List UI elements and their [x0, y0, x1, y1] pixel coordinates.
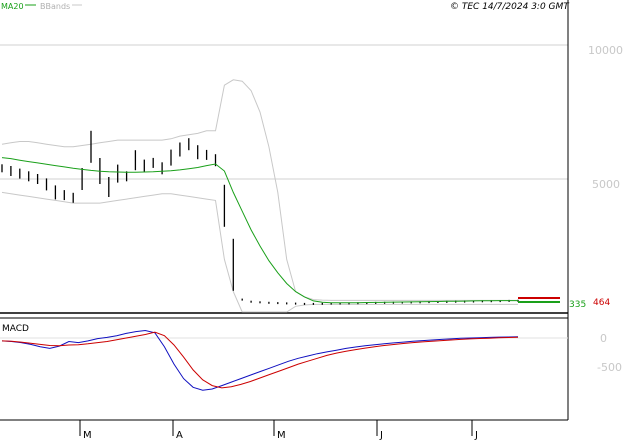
macd-line: [1, 329, 519, 391]
last-price-label: 335: [569, 300, 586, 310]
bbands-lower-line: [1, 191, 518, 313]
y-tick-label-10000: 10000: [588, 44, 623, 57]
x-axis-ticks: [79, 420, 473, 436]
macd-y-tick-minus500: -500: [597, 361, 622, 374]
last-ref-label: 464: [593, 298, 610, 308]
copyright-text: © TEC 14/7/2024 3:0 GMT: [450, 2, 570, 12]
macd-title: MACD: [2, 324, 29, 334]
x-tick-label-j2: J: [474, 430, 478, 440]
ma20-line: [1, 157, 518, 304]
legend-ma20: MA20: [1, 2, 24, 11]
macd-signal-line: [1, 331, 519, 389]
y-tick-label-5000: 5000: [592, 178, 620, 191]
x-tick-label-a: A: [176, 430, 183, 440]
bbands-upper-line: [1, 79, 518, 301]
legend-bbands: BBands: [40, 2, 70, 11]
x-tick-label-j1: J: [379, 430, 383, 440]
price-bars: [1, 130, 519, 305]
macd-y-tick-0: 0: [600, 332, 607, 345]
x-tick-label-m1: M: [83, 430, 92, 440]
x-tick-label-m2: M: [277, 430, 286, 440]
